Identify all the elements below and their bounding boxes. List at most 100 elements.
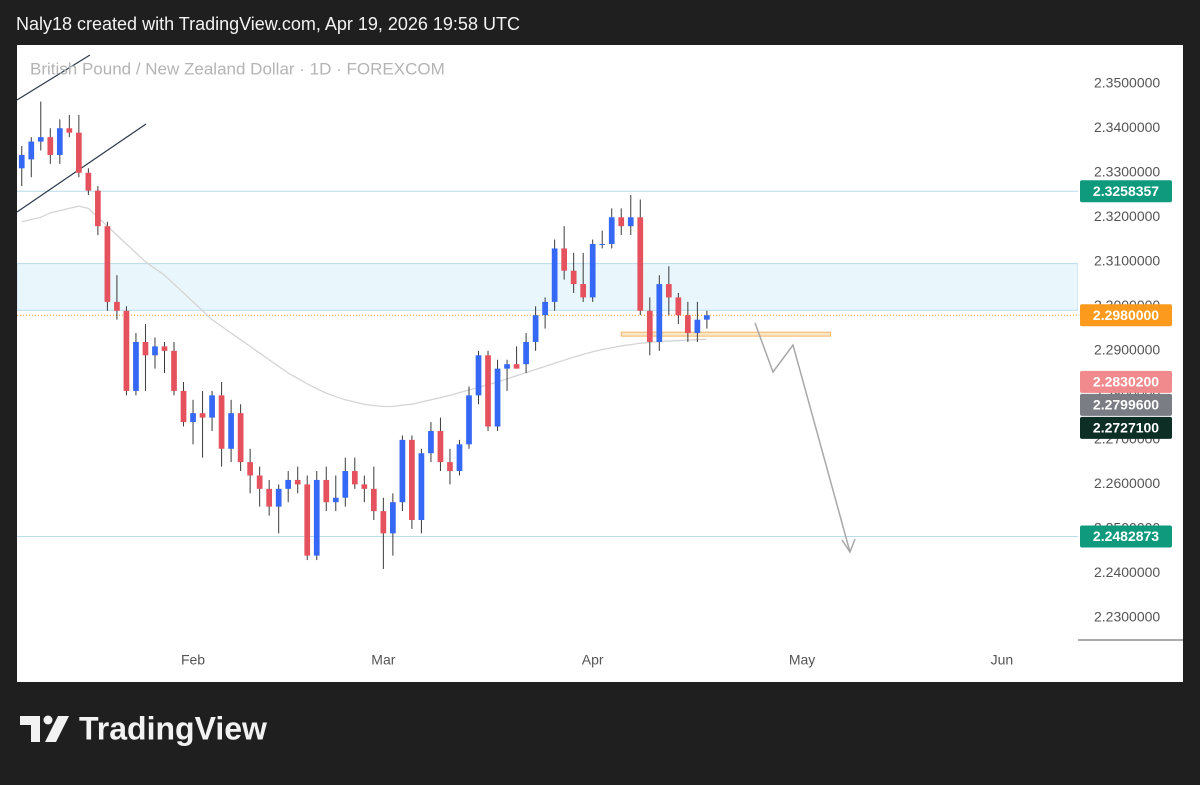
candle-body <box>237 413 244 463</box>
candle-body <box>95 190 101 227</box>
y-tick-label: 2.3100000 <box>1094 253 1160 269</box>
candle-body <box>37 137 44 142</box>
x-tick-label: Apr <box>582 652 604 668</box>
candle-body <box>665 284 672 298</box>
candle-body <box>561 248 568 271</box>
logo-mark <box>45 716 69 742</box>
price-label: 2.3258357 <box>1093 183 1159 199</box>
candle-body <box>47 137 54 155</box>
candle-body <box>485 355 491 427</box>
candle-body <box>456 444 463 472</box>
candle-body <box>66 128 73 133</box>
candle-body <box>209 395 215 418</box>
candle-body <box>599 243 606 245</box>
candle-body <box>646 310 653 342</box>
x-tick-label: Feb <box>181 652 205 668</box>
projection-arrow <box>754 322 851 553</box>
x-tick-label: Mar <box>371 652 395 668</box>
candle-body <box>380 511 387 534</box>
candle-body <box>466 395 472 445</box>
candle-body <box>228 413 234 449</box>
candle-body <box>409 439 415 521</box>
price-label: 2.2799600 <box>1093 397 1159 413</box>
candle-body <box>627 217 634 227</box>
zone <box>620 331 832 337</box>
candle-body <box>142 341 149 356</box>
candle-body <box>618 217 625 227</box>
candle-body <box>323 479 330 503</box>
candle-body <box>133 341 139 391</box>
candle-body <box>494 368 501 427</box>
price-label: 2.2482873 <box>1093 528 1159 544</box>
candle-body <box>675 297 682 316</box>
price-label: 2.2980000 <box>1093 307 1159 323</box>
candle-body <box>685 315 691 334</box>
candle-body <box>275 488 282 507</box>
chart-panel <box>17 45 1183 682</box>
trend-line <box>17 54 91 101</box>
candle-body <box>313 479 320 556</box>
candle-body <box>304 484 311 556</box>
y-tick-label: 2.3400000 <box>1094 119 1160 135</box>
price-label-box <box>1080 416 1172 439</box>
x-tick-label: May <box>789 652 815 668</box>
candle-body <box>399 439 406 503</box>
candle-body <box>551 248 558 302</box>
brand: TradingView <box>79 710 267 746</box>
price-label: 2.2727100 <box>1093 420 1159 436</box>
candle-body <box>266 488 273 507</box>
candle-body <box>294 479 301 485</box>
candle-body <box>247 462 253 476</box>
candle-body <box>18 154 25 169</box>
y-tick-label: 2.3200000 <box>1094 208 1160 224</box>
chart-title: British Pound / New Zealand Dollar · 1D … <box>30 59 445 78</box>
candle-body <box>390 502 396 534</box>
candle-body <box>152 346 158 356</box>
price-label: 2.2830200 <box>1093 374 1159 390</box>
candle-body <box>199 413 206 418</box>
candle-body <box>504 364 510 369</box>
candle-body <box>104 226 111 302</box>
candle-body <box>370 488 377 512</box>
candle-body <box>351 471 358 485</box>
candle-body <box>218 395 225 449</box>
candle-body <box>161 346 168 351</box>
plot <box>17 54 1078 569</box>
candle-body <box>361 484 368 489</box>
candle-body <box>694 319 701 334</box>
candle-body <box>256 475 263 489</box>
candle-body <box>190 413 196 423</box>
candle-body <box>56 128 63 155</box>
price-label-box <box>1080 304 1172 327</box>
y-tick-label: 2.3500000 <box>1094 74 1160 90</box>
tradingview-logo <box>20 715 69 742</box>
candle-body <box>523 341 529 365</box>
candle-body <box>589 243 596 298</box>
candle-body <box>542 301 548 316</box>
candle-body <box>704 315 710 320</box>
x-tick-label: Jun <box>991 652 1014 668</box>
candle-body <box>123 310 130 391</box>
price-label-box <box>1080 370 1172 393</box>
candle-body <box>637 217 644 311</box>
candle-body <box>570 270 577 285</box>
y-tick-label: 2.2600000 <box>1094 475 1160 491</box>
candle-body <box>656 284 663 342</box>
price-label-box <box>1080 525 1172 548</box>
logo-mark <box>20 716 40 742</box>
candle-body <box>28 141 35 160</box>
candle-body <box>75 132 82 173</box>
candle-body <box>85 172 92 191</box>
candle-body <box>418 453 425 521</box>
candle-body <box>285 479 292 489</box>
candle-body <box>475 355 482 396</box>
y-tick-label: 2.3300000 <box>1094 163 1160 179</box>
y-tick-label: 2.2900000 <box>1094 342 1160 358</box>
y-tick-label: 2.2400000 <box>1094 564 1160 580</box>
candle-body <box>437 430 444 463</box>
price-label-box <box>1080 180 1172 203</box>
candle-body <box>180 390 187 423</box>
candle-body <box>608 217 615 244</box>
